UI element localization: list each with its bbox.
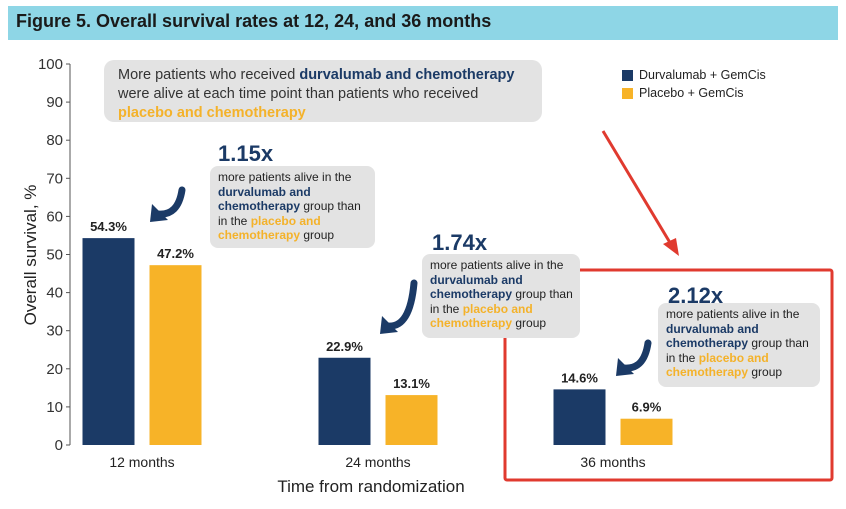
callout-highlight-durvalumab: durvalumab and chemotherapy	[218, 184, 311, 214]
y-tick-label: 80	[46, 132, 63, 149]
callout-arrowhead	[616, 358, 634, 376]
intro-highlight-durvalumab: durvalumab and chemotherapy	[299, 67, 515, 83]
bar-durvalumab	[82, 238, 135, 445]
callout-highlight-durvalumab: durvalumab and chemotherapy	[666, 321, 759, 351]
callout-text: group	[748, 365, 783, 379]
callout-arrowhead	[380, 316, 398, 334]
y-tick-label: 30	[46, 323, 63, 340]
legend-label-placebo: Placebo + GemCis	[639, 86, 744, 100]
legend-item-durvalumab: Durvalumab + GemCis	[622, 66, 766, 84]
value-label: 22.9%	[326, 339, 363, 354]
title-bar: Figure 5. Overall survival rates at 12, …	[8, 6, 838, 40]
legend-swatch-durvalumab	[622, 69, 633, 81]
x-tick-label: 24 months	[345, 454, 410, 470]
callout-highlight-placebo: placebo and chemotherapy	[666, 350, 769, 380]
figure-title: Figure 5. Overall survival rates at 12, …	[16, 11, 492, 31]
legend: Durvalumab + GemCis Placebo + GemCis	[622, 66, 766, 102]
legend-label-durvalumab: Durvalumab + GemCis	[639, 68, 766, 82]
intro-highlight-placebo: placebo and chemotherapy	[118, 105, 306, 121]
red-arrowhead	[663, 238, 679, 256]
bar-durvalumab	[318, 357, 371, 445]
bar-durvalumab	[553, 389, 606, 445]
y-tick-label: 0	[55, 437, 63, 454]
y-axis: 0 10 20 30 40 50 60 70 80 90 100	[38, 56, 71, 454]
x-axis-title: Time from randomization	[277, 477, 464, 496]
y-tick-label: 10	[46, 399, 63, 416]
bar-placebo	[385, 395, 438, 445]
callout-text: more patients alive in the	[430, 258, 564, 272]
bars: 54.3% 47.2% 12 months 22.9% 13.1% 24 months 14…	[82, 219, 673, 470]
multiplier-24m: 1.74x	[432, 230, 488, 255]
y-tick-label: 40	[46, 285, 63, 302]
arrows	[150, 186, 652, 376]
callout-text: group than in the	[218, 199, 361, 228]
callout-text: group	[512, 316, 547, 330]
legend-swatch-placebo	[622, 87, 633, 99]
y-tick-label: 90	[46, 94, 63, 111]
value-label: 47.2%	[157, 246, 194, 261]
callout-text: more patients alive in the	[218, 170, 352, 184]
y-tick-label: 70	[46, 170, 63, 187]
bar-placebo	[149, 265, 202, 445]
intro-text-1: More patients who received	[118, 67, 300, 83]
callout-12m: more patients alive in the durvalumab an…	[210, 166, 375, 248]
callout-arrow	[384, 279, 418, 330]
callout-arrow	[154, 186, 186, 218]
callout-36m: more patients alive in the durvalumab an…	[658, 303, 820, 387]
y-tick-label: 60	[46, 208, 63, 225]
value-label: 54.3%	[90, 219, 127, 234]
callout-text: more patients alive in the	[666, 307, 800, 321]
callout-arrowhead	[150, 204, 168, 222]
intro-callout: More patients who received durvalumab an…	[104, 60, 542, 122]
callout-text: group than in the	[666, 336, 809, 365]
red-arrow	[601, 130, 674, 247]
callout-highlight-durvalumab: durvalumab and chemotherapy	[430, 272, 523, 302]
y-tick-label: 50	[46, 247, 63, 264]
value-label: 6.9%	[632, 400, 662, 415]
y-axis-title: Overall survival, %	[21, 185, 40, 326]
callout-text: group than in the	[430, 287, 573, 316]
y-tick-label: 20	[46, 361, 63, 378]
highlight-box	[503, 268, 834, 482]
callout-highlight-placebo: placebo and chemotherapy	[218, 213, 321, 243]
multiplier-12m: 1.15x	[218, 141, 274, 166]
callout-text: group	[300, 228, 335, 242]
y-tick-label: 100	[38, 56, 63, 73]
value-label: 14.6%	[561, 370, 598, 385]
x-tick-label: 36 months	[580, 454, 645, 470]
callout-highlight-placebo: placebo and chemotherapy	[430, 301, 533, 331]
x-tick-label: 12 months	[109, 454, 174, 470]
intro-text-2: were alive at each time point than patie…	[118, 86, 479, 102]
legend-item-placebo: Placebo + GemCis	[622, 84, 766, 102]
bar-placebo	[620, 418, 673, 445]
callout-24m: more patients alive in the durvalumab an…	[422, 254, 580, 338]
callout-arrow	[620, 339, 652, 372]
value-label: 13.1%	[393, 376, 430, 391]
